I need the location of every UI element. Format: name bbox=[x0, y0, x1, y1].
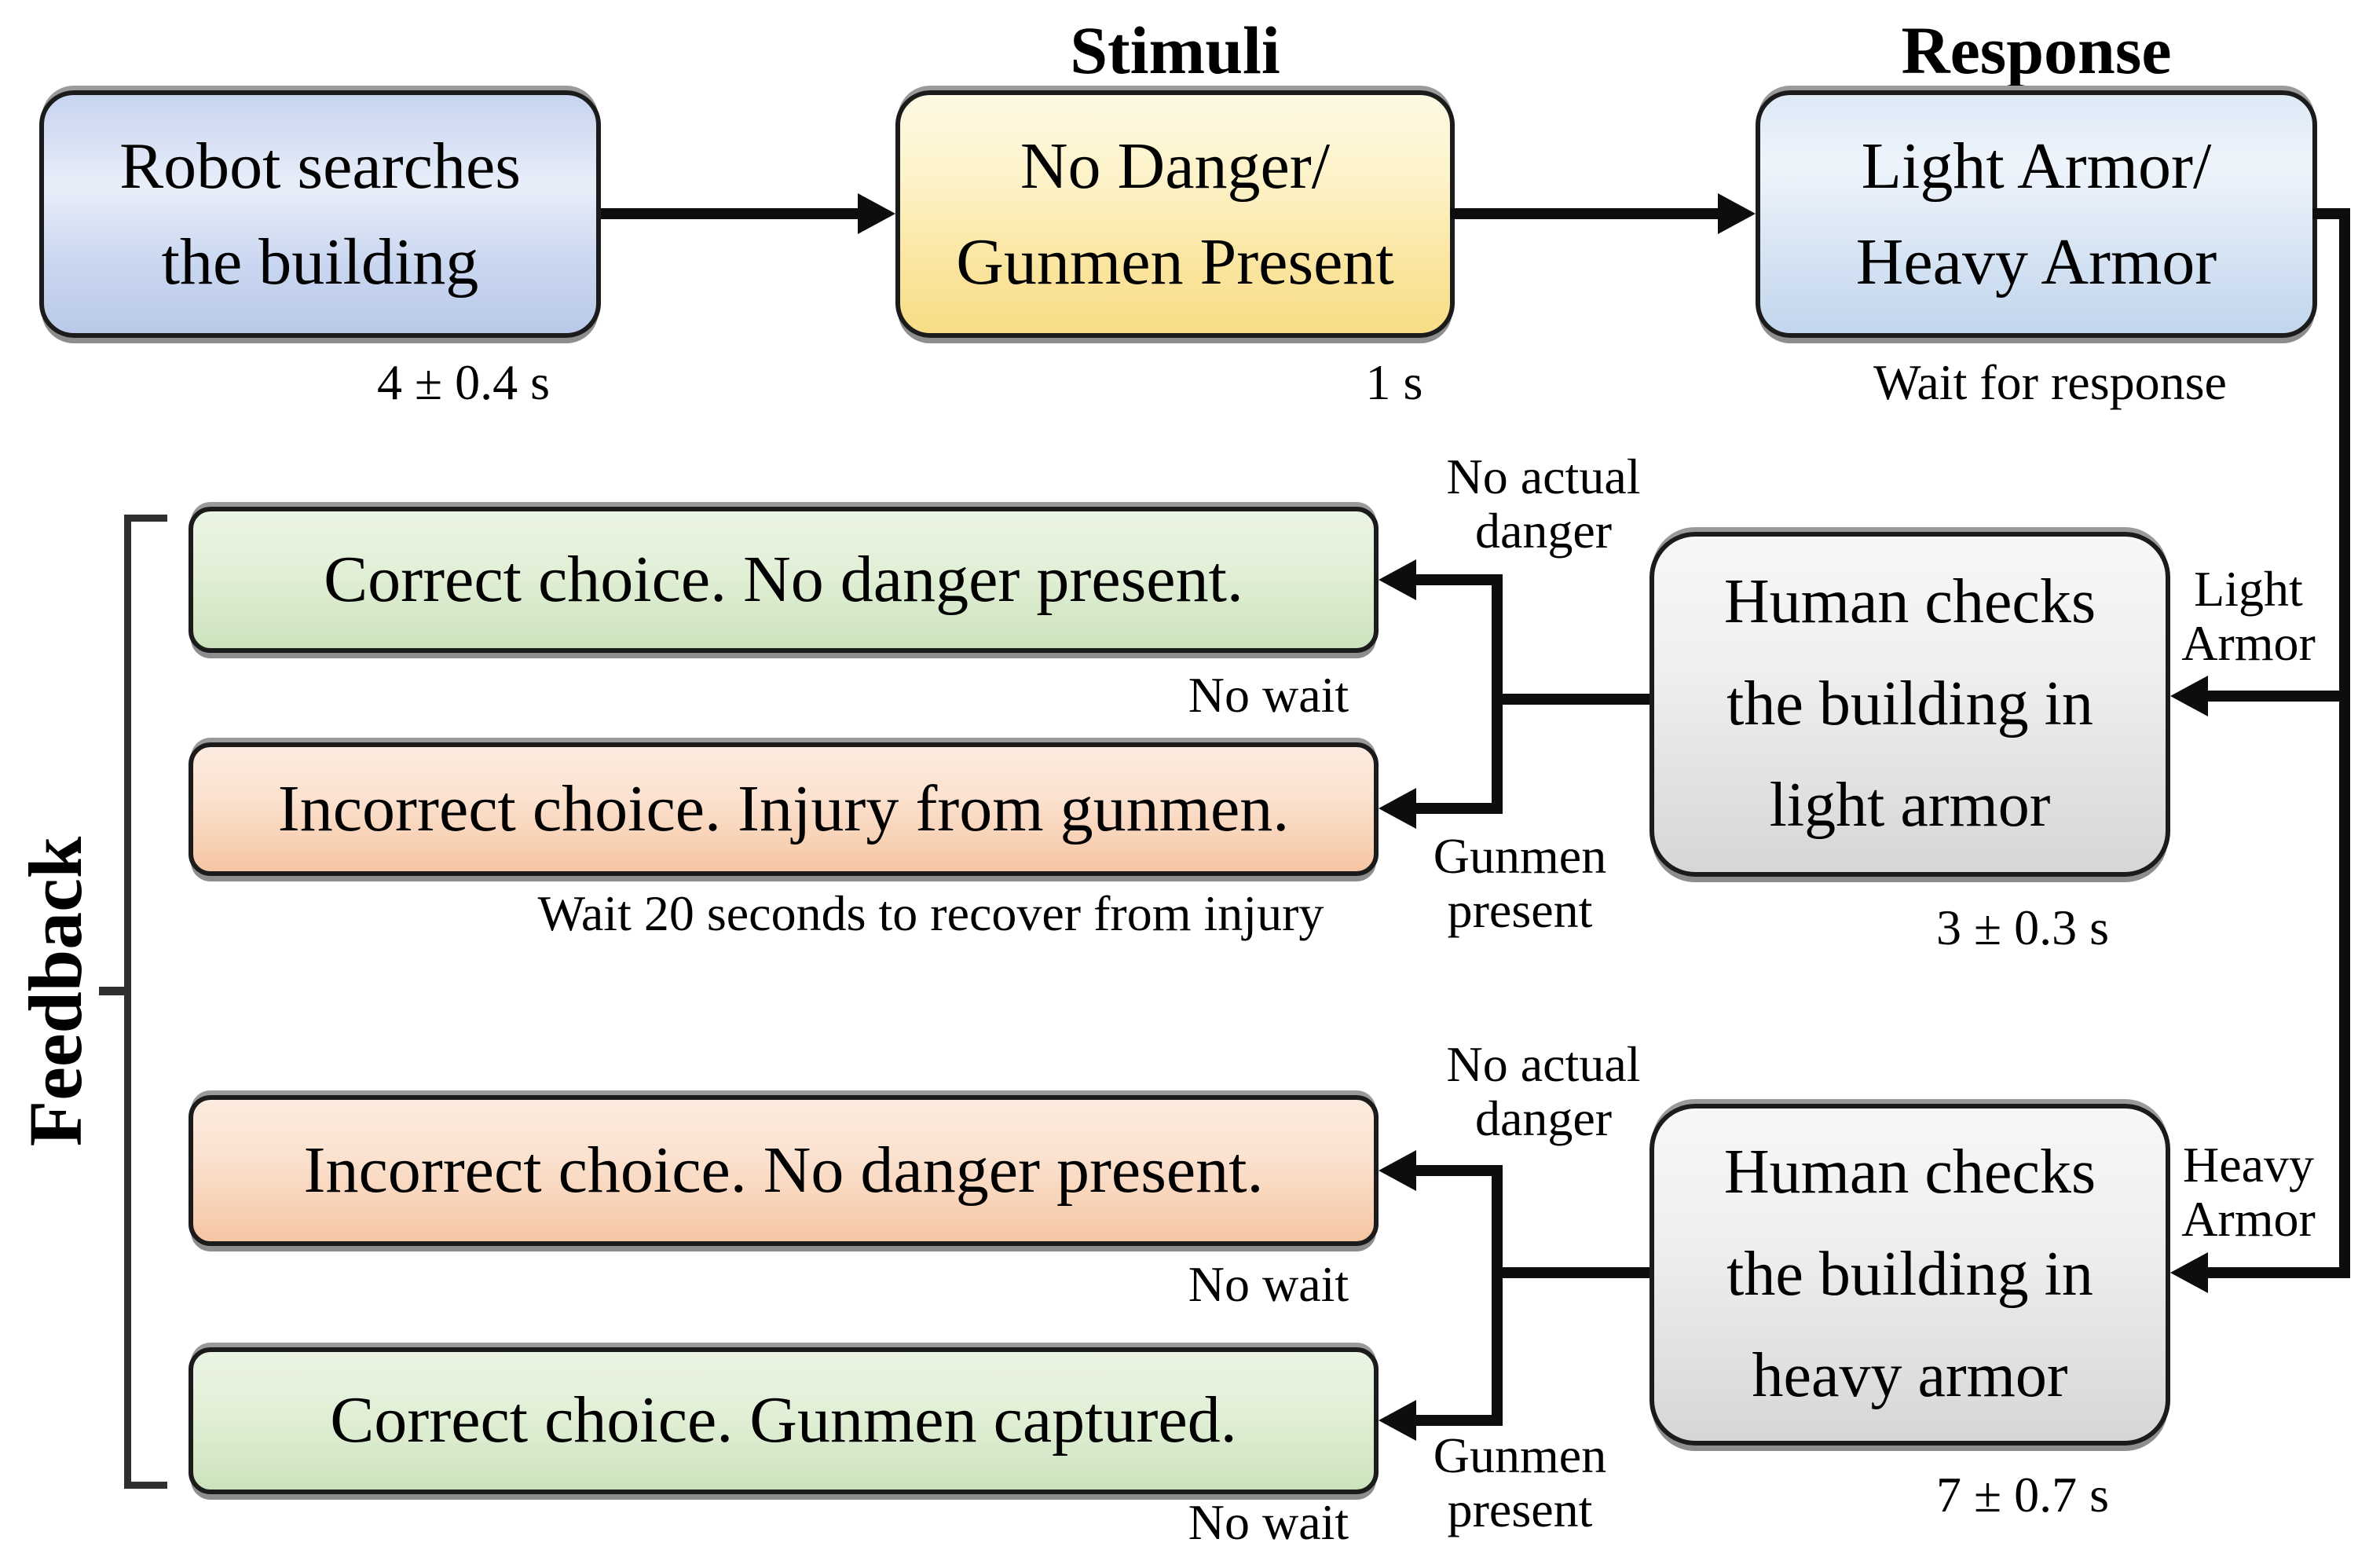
heavy-no-actual-danger-line2: danger bbox=[1474, 1090, 1613, 1147]
feedback-section-label-text: Feedback bbox=[13, 836, 97, 1147]
response-line2: Heavy Armor bbox=[1855, 225, 2217, 299]
robot-searches-line2: the building bbox=[161, 225, 479, 299]
robot-time-label: 4 ± 0.4 s bbox=[376, 354, 551, 410]
light-no-actual-danger-line1: No actual bbox=[1446, 449, 1641, 504]
human-check-light-node: Human checks the building in light armor bbox=[1650, 532, 2170, 877]
heavy-gunmen-present-line1: Gunmen bbox=[1433, 1427, 1607, 1483]
robot-searches-node: Robot searches the building bbox=[39, 90, 601, 338]
light-armor-branch-label: Light Armor bbox=[2164, 562, 2333, 670]
arrow-to-correct-captured-head bbox=[1379, 1400, 1416, 1441]
feedback-incorrect-injury-note: Wait 20 seconds to recover from injury bbox=[537, 885, 1324, 941]
arrow-stimuli-to-response-head bbox=[1718, 193, 1756, 234]
arrow-to-incorrect-no-danger-head bbox=[1379, 1150, 1416, 1191]
light-armor-branch-head bbox=[2170, 676, 2208, 716]
light-gunmen-present-line2: present bbox=[1447, 882, 1593, 939]
feedback-section-label: Feedback bbox=[5, 766, 107, 1217]
feedback-correct-captured-text: Correct choice. Gunmen captured. bbox=[330, 1383, 1237, 1457]
response-line1: Light Armor/ bbox=[1861, 129, 2212, 203]
arrow-robot-to-stimuli-head bbox=[858, 193, 895, 234]
response-down-line bbox=[2339, 208, 2350, 1278]
light-gunmen-present-line1: Gunmen bbox=[1433, 828, 1607, 884]
light-armor-branch-label-line2: Armor bbox=[2181, 615, 2316, 672]
heavy-no-actual-danger-label: No actual danger bbox=[1382, 1037, 1704, 1145]
human-check-light-line3: light armor bbox=[1769, 771, 2051, 841]
human-check-heavy-line3: heavy armor bbox=[1752, 1341, 2068, 1411]
heavy-junction-vertical bbox=[1492, 1165, 1503, 1426]
human-check-light-line1: Human checks bbox=[1723, 567, 2096, 637]
heavy-gunmen-present-line2: present bbox=[1447, 1482, 1593, 1538]
feedback-incorrect-injury-text: Incorrect choice. Injury from gunmen. bbox=[277, 771, 1290, 845]
light-no-actual-danger-label: No actual danger bbox=[1382, 449, 1704, 558]
feedback-incorrect-no-danger-note: No wait bbox=[1188, 1256, 1349, 1312]
heavy-armor-branch-label-line1: Heavy bbox=[2182, 1137, 2315, 1193]
arrow-to-correct-no-danger-head bbox=[1379, 559, 1416, 600]
heavy-armor-branch-label: Heavy Armor bbox=[2164, 1138, 2333, 1246]
response-header: Response bbox=[1901, 13, 2172, 88]
heavy-no-actual-danger-line1: No actual bbox=[1446, 1036, 1641, 1092]
stimuli-node: No Danger/ Gunmen Present bbox=[895, 90, 1455, 338]
robot-searches-line1: Robot searches bbox=[119, 129, 521, 203]
human-check-light-line2: the building in bbox=[1726, 669, 2093, 738]
light-armor-branch-label-line1: Light bbox=[2194, 561, 2303, 617]
stimuli-line1: No Danger/ bbox=[1020, 129, 1331, 203]
human-check-heavy-line2: the building in bbox=[1726, 1239, 2093, 1309]
feedback-incorrect-injury-node: Incorrect choice. Injury from gunmen. bbox=[189, 742, 1379, 876]
arrow-stimuli-to-response-shaft bbox=[1450, 208, 1718, 219]
human-check-heavy-line1: Human checks bbox=[1723, 1138, 2096, 1207]
arrow-robot-to-stimuli-shaft bbox=[601, 208, 861, 219]
feedback-bracket-vertical bbox=[124, 515, 131, 1489]
feedback-bracket-top-tick bbox=[124, 515, 167, 522]
arrow-to-correct-no-danger-shaft bbox=[1413, 574, 1503, 585]
arrow-to-incorrect-injury-head bbox=[1379, 788, 1416, 829]
stimuli-header: Stimuli bbox=[1070, 13, 1280, 88]
heavy-armor-branch-label-line2: Armor bbox=[2181, 1191, 2316, 1248]
heavy-armor-branch-head bbox=[2170, 1252, 2208, 1293]
human-check-heavy-node: Human checks the building in heavy armor bbox=[1650, 1104, 2170, 1446]
light-junction-vertical bbox=[1492, 574, 1503, 814]
arrow-to-incorrect-no-danger-shaft bbox=[1413, 1165, 1503, 1176]
feedback-correct-no-danger-node: Correct choice. No danger present. bbox=[189, 507, 1379, 653]
human-check-heavy-time-label: 7 ± 0.7 s bbox=[1935, 1467, 2110, 1523]
feedback-bracket-bottom-tick bbox=[124, 1482, 167, 1489]
response-node: Light Armor/ Heavy Armor bbox=[1756, 90, 2317, 338]
stimuli-time-label: 1 s bbox=[1365, 354, 1423, 410]
light-junction-stub bbox=[1503, 694, 1650, 705]
feedback-correct-no-danger-text: Correct choice. No danger present. bbox=[324, 542, 1243, 616]
feedback-incorrect-no-danger-text: Incorrect choice. No danger present. bbox=[303, 1133, 1264, 1207]
light-armor-branch-shaft bbox=[2208, 691, 2350, 702]
human-check-light-time-label: 3 ± 0.3 s bbox=[1935, 900, 2110, 955]
feedback-incorrect-no-danger-node: Incorrect choice. No danger present. bbox=[189, 1095, 1379, 1246]
arrow-to-correct-captured-shaft bbox=[1413, 1415, 1503, 1426]
feedback-correct-captured-note: No wait bbox=[1188, 1494, 1349, 1550]
feedback-bracket-mid-tick bbox=[99, 987, 124, 995]
stimuli-line2: Gunmen Present bbox=[956, 225, 1394, 299]
feedback-correct-captured-node: Correct choice. Gunmen captured. bbox=[189, 1347, 1379, 1494]
heavy-junction-stub bbox=[1503, 1267, 1650, 1278]
heavy-armor-branch-shaft bbox=[2208, 1267, 2350, 1278]
feedback-correct-no-danger-note: No wait bbox=[1188, 667, 1349, 723]
light-no-actual-danger-line2: danger bbox=[1474, 503, 1613, 559]
light-gunmen-present-label: Gunmen present bbox=[1359, 829, 1681, 937]
response-wait-label: Wait for response bbox=[1873, 354, 2227, 410]
arrow-to-incorrect-injury-shaft bbox=[1413, 803, 1503, 814]
heavy-gunmen-present-label: Gunmen present bbox=[1359, 1428, 1681, 1537]
